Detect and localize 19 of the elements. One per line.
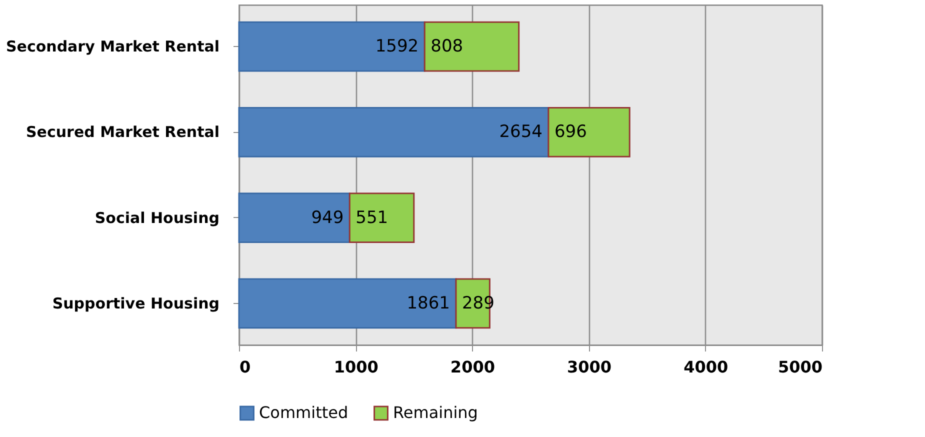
x-tick-label: 3000 bbox=[567, 358, 612, 376]
y-tick-label: Secondary Market Rental bbox=[6, 38, 220, 56]
x-tick-label: 1000 bbox=[334, 358, 378, 376]
x-tick-label: 2000 bbox=[450, 358, 495, 376]
y-tick-label: Secured Market Rental bbox=[26, 123, 220, 142]
legend-label: Committed bbox=[259, 403, 348, 422]
data-label: 551 bbox=[356, 208, 388, 228]
data-label: 2654 bbox=[499, 122, 542, 142]
data-label: 1592 bbox=[375, 36, 419, 57]
x-tick-label: 5000 bbox=[778, 358, 822, 376]
data-label: 696 bbox=[554, 122, 587, 142]
data-label: 808 bbox=[430, 36, 464, 57]
y-tick-label: Social Housing bbox=[94, 208, 220, 227]
y-tick-label: Supportive Housing bbox=[52, 294, 220, 312]
data-label: 949 bbox=[311, 208, 344, 228]
x-tick-label: 0 bbox=[240, 358, 251, 376]
data-label: 1861 bbox=[406, 293, 450, 314]
legend-label: Remaining bbox=[393, 403, 478, 422]
x-tick-label: 4000 bbox=[684, 358, 728, 376]
